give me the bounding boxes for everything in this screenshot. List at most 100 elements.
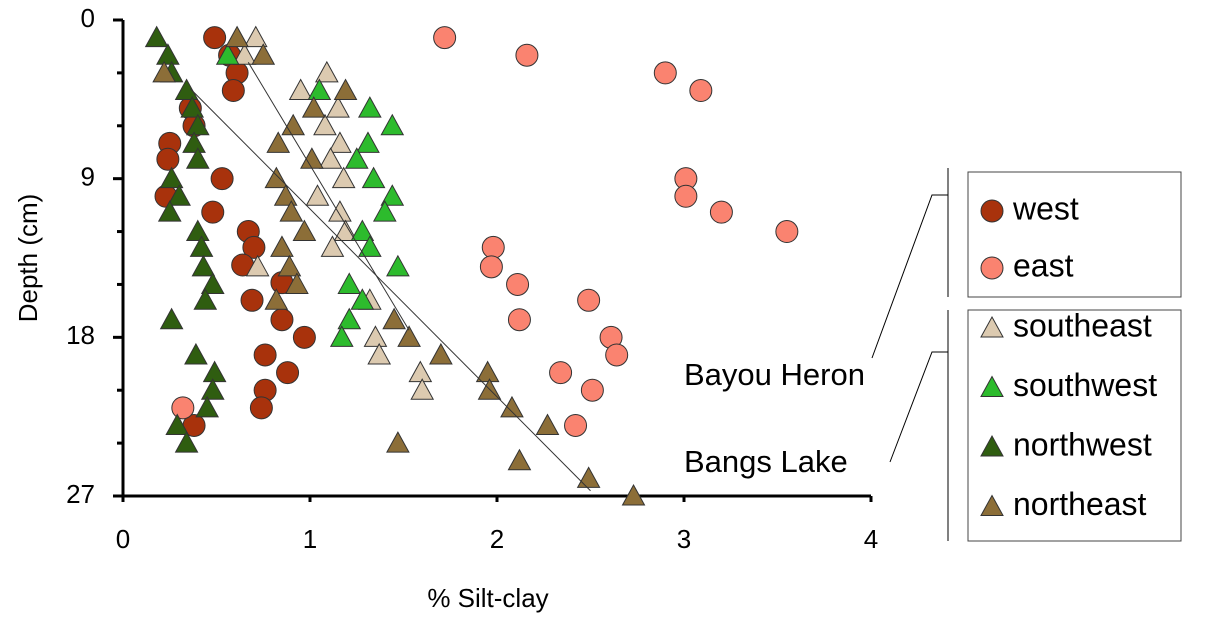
- y-axis-label: Depth (cm): [13, 194, 43, 323]
- legend-label: southwest: [1013, 367, 1157, 403]
- data-point: [621, 483, 646, 506]
- data-point: [273, 184, 298, 206]
- data-point: [380, 113, 405, 136]
- data-point: [195, 395, 219, 418]
- data-point: [605, 343, 629, 367]
- data-point: [408, 360, 433, 383]
- data-point: [242, 235, 266, 259]
- data-point: [184, 342, 208, 365]
- data-point: [279, 200, 304, 222]
- data-point: [506, 272, 530, 296]
- data-point: [344, 147, 369, 169]
- data-point: [251, 43, 276, 65]
- data-point: [535, 413, 560, 435]
- data-point: [337, 307, 362, 330]
- data-point: [515, 43, 539, 67]
- data-point: [350, 219, 375, 242]
- data-point: [292, 219, 317, 242]
- data-point: [429, 342, 453, 365]
- data-point: [350, 288, 375, 310]
- data-point: [356, 131, 380, 153]
- data-point: [367, 342, 392, 365]
- data-point: [301, 96, 326, 118]
- data-point: [189, 235, 214, 257]
- data-point: [372, 200, 397, 222]
- data-point: [240, 288, 264, 312]
- y-tick-label: 9: [81, 162, 95, 192]
- legend-label: east: [1013, 247, 1074, 283]
- data-point: [333, 219, 358, 242]
- data-point: [270, 235, 294, 257]
- data-point: [152, 60, 176, 83]
- data-point: [277, 254, 302, 277]
- data-point: [264, 166, 289, 189]
- legend-marker: [980, 256, 1004, 280]
- data-point: [500, 395, 524, 418]
- data-point: [433, 26, 457, 50]
- data-point: [202, 360, 227, 383]
- data-point: [292, 325, 316, 349]
- data-point: [157, 200, 182, 222]
- data-point: [174, 78, 199, 101]
- data-point: [221, 79, 245, 103]
- data-point: [245, 254, 270, 277]
- data-point: [200, 272, 225, 294]
- data-point: [185, 113, 210, 136]
- data-point: [185, 147, 210, 169]
- legend-label: west: [1012, 190, 1079, 226]
- x-axis-label: % Silt-clay: [427, 583, 548, 613]
- data-point: [329, 325, 354, 347]
- data-point: [653, 61, 677, 85]
- data-point: [318, 147, 343, 169]
- data-point: [305, 184, 330, 206]
- data-point: [210, 167, 234, 191]
- data-point: [144, 25, 169, 48]
- data-point: [171, 396, 195, 420]
- data-point: [326, 96, 350, 118]
- data-point: [580, 378, 604, 402]
- data-point: [577, 288, 601, 312]
- data-point: [331, 166, 356, 189]
- data-point: [159, 307, 184, 330]
- leader-line: [871, 194, 948, 359]
- data-point: [156, 43, 180, 65]
- data-point: [281, 113, 306, 136]
- data-point: [382, 307, 406, 330]
- data-point: [333, 78, 358, 101]
- data-point: [410, 378, 435, 400]
- legend-label: northwest: [1013, 426, 1152, 462]
- data-point: [285, 272, 309, 294]
- data-point: [165, 413, 190, 435]
- data-point: [300, 147, 324, 169]
- y-tick-label: 0: [81, 3, 95, 33]
- data-point: [232, 43, 257, 65]
- data-point: [564, 413, 588, 437]
- legend-marker: [980, 494, 1004, 516]
- data-point: [479, 255, 503, 279]
- legend-marker: [980, 375, 1004, 397]
- data-point: [775, 220, 799, 244]
- data-point: [689, 79, 713, 103]
- data-point: [270, 308, 294, 332]
- data-point: [266, 131, 291, 153]
- y-tick-label: 27: [66, 479, 95, 509]
- data-point: [314, 60, 339, 83]
- x-tick-label: 0: [116, 524, 130, 554]
- data-point: [357, 96, 382, 118]
- data-point: [320, 235, 345, 257]
- data-point: [174, 431, 199, 453]
- data-point: [380, 184, 405, 206]
- data-point: [193, 288, 218, 310]
- data-point: [159, 166, 184, 189]
- data-point: [182, 131, 206, 153]
- data-point: [386, 431, 410, 453]
- data-point: [507, 308, 531, 332]
- data-point: [357, 235, 382, 257]
- data-point: [549, 361, 573, 385]
- data-point: [328, 200, 352, 222]
- data-point: [264, 288, 289, 310]
- x-tick-label: 1: [303, 524, 317, 554]
- data-point: [191, 254, 216, 277]
